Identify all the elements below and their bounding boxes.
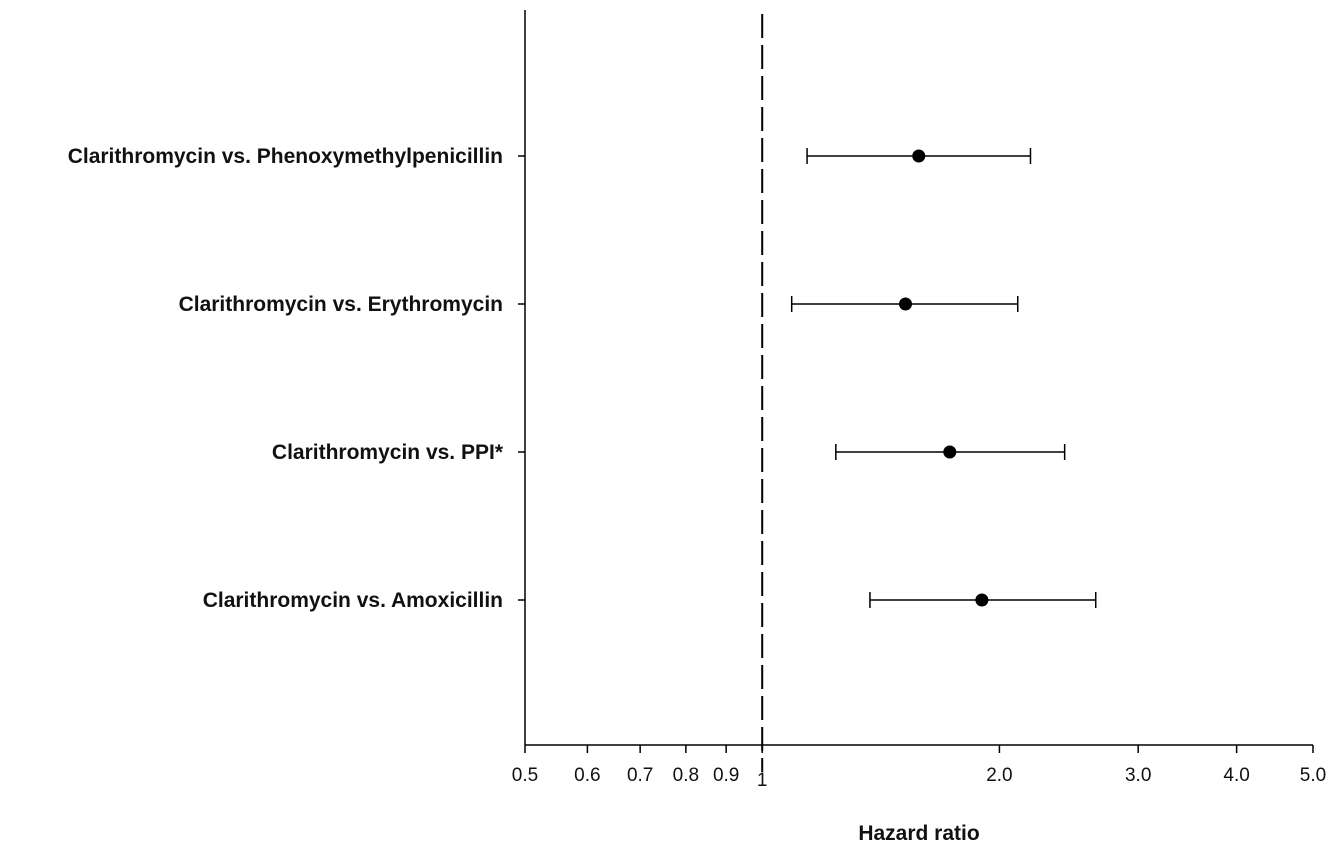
estimate-point-0 bbox=[912, 149, 926, 163]
x-tick-label: 1 bbox=[757, 770, 768, 791]
x-tick-label: 0.6 bbox=[574, 765, 600, 786]
estimate-point-3 bbox=[975, 593, 989, 607]
x-tick-label: 0.8 bbox=[673, 765, 699, 786]
x-tick-label: 3.0 bbox=[1125, 765, 1151, 786]
x-tick-label: 4.0 bbox=[1223, 765, 1249, 786]
estimate-rows: Clarithromycin vs. Phenoxymethylpenicill… bbox=[68, 145, 1097, 612]
x-tick-label: 0.7 bbox=[627, 765, 653, 786]
x-ticks: 0.5 0.6 0.7 0.8 0.9 1 2.0 3.0 4.0 5.0 bbox=[512, 745, 1326, 791]
category-label: Clarithromycin vs. Erythromycin bbox=[179, 293, 503, 316]
x-axis-title: Hazard ratio bbox=[858, 822, 979, 845]
x-tick-label: 2.0 bbox=[986, 765, 1012, 786]
estimate-point-2 bbox=[943, 445, 957, 459]
x-tick-label: 5.0 bbox=[1300, 765, 1326, 786]
estimate-point-1 bbox=[899, 297, 913, 311]
category-label: Clarithromycin vs. Amoxicillin bbox=[203, 589, 503, 612]
category-label: Clarithromycin vs. PPI* bbox=[272, 441, 504, 464]
x-tick-label: 0.5 bbox=[512, 765, 538, 786]
x-tick-label: 0.9 bbox=[713, 765, 739, 786]
category-label: Clarithromycin vs. Phenoxymethylpenicill… bbox=[68, 145, 503, 168]
